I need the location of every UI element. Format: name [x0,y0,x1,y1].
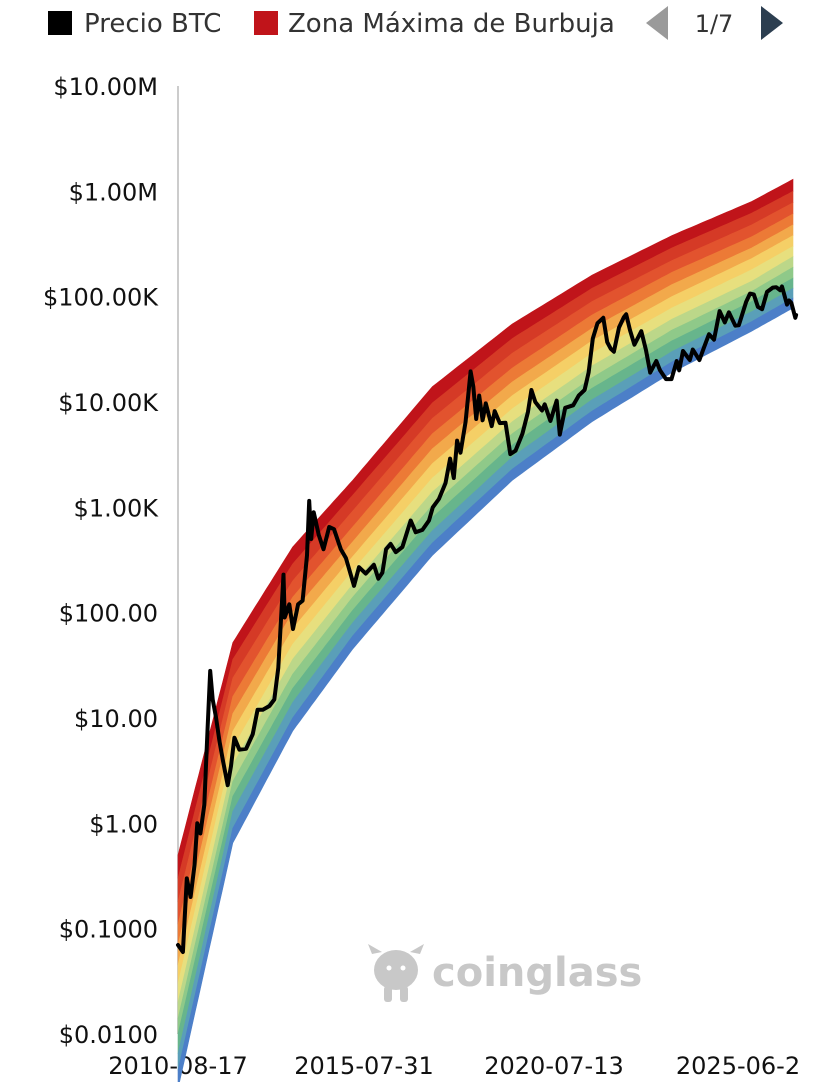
legend-item-btc-price[interactable]: Precio BTC [48,9,221,39]
coinglass-bull-icon [368,944,424,1002]
x-tick-label: 2020-07-13 [484,1052,623,1080]
y-tick-label: $0.1000 [59,916,158,944]
y-tick-label: $1.00 [89,810,158,838]
y-tick-label: $0.0100 [59,1021,158,1049]
legend: Precio BTC Zona Máxima de Burbuja 1/7 [48,6,783,40]
watermark: coinglass [368,944,642,1002]
y-axis-ticks: $10.00M $1.00M $100.00K $10.00K $1.00K $100.0… [43,73,159,1049]
legend-swatch-bubble-zone [254,11,278,35]
watermark-text: coinglass [432,950,642,996]
legend-pager: 1/7 [646,6,783,40]
page-indicator: 1/7 [695,10,734,38]
legend-item-bubble-zone[interactable]: Zona Máxima de Burbuja [254,9,615,39]
legend-label-btc-price: Precio BTC [84,9,221,39]
x-tick-label: 2015-07-31 [294,1052,433,1080]
y-tick-label: $10.00M [53,73,158,101]
rainbow-bands [177,178,794,1082]
y-tick-label: $1.00K [74,494,160,522]
y-tick-label: $1.00M [69,178,158,206]
y-tick-label: $10.00 [74,705,158,733]
y-tick-label: $100.00K [43,284,159,312]
x-tick-label: 2025-06-2 [676,1052,800,1080]
next-page-arrow-icon[interactable] [761,6,783,40]
prev-page-arrow-icon[interactable] [646,6,668,40]
legend-swatch-btc-price [48,11,72,35]
legend-label-bubble-zone: Zona Máxima de Burbuja [288,9,615,39]
y-tick-label: $100.00 [59,600,158,628]
y-tick-label: $10.00K [58,389,159,417]
btc-price-line [176,284,799,954]
